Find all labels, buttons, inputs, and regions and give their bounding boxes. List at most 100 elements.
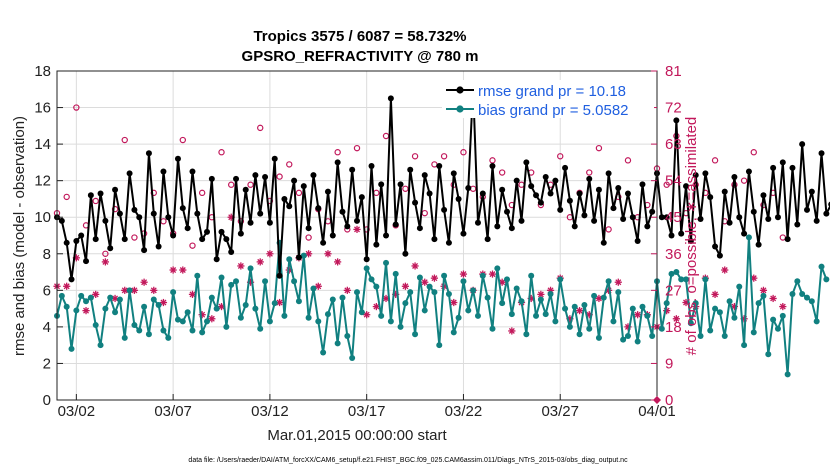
- bias-data-point: [155, 301, 162, 308]
- asterisk-stroke: [402, 283, 409, 290]
- rmse-data-point: [305, 225, 312, 232]
- bias-data-point: [586, 325, 593, 332]
- assimilated-obs-point: [101, 258, 109, 266]
- rmse-data-point: [823, 210, 830, 217]
- bias-data-point: [770, 316, 777, 323]
- bias-data-point: [624, 333, 631, 340]
- rmse-data-point: [445, 239, 452, 246]
- bias-data-point: [581, 301, 588, 308]
- bias-data-point: [189, 327, 196, 334]
- bias-data-point: [518, 298, 525, 305]
- y-tick-label-left: 14: [34, 136, 51, 153]
- legend-box: [442, 80, 654, 118]
- bias-data-point: [528, 272, 535, 279]
- rmse-data-point: [73, 237, 80, 244]
- rmse-data-point: [745, 168, 752, 175]
- bias-data-point: [262, 278, 269, 285]
- bias-data-point: [712, 305, 719, 312]
- rmse-data-point: [528, 183, 535, 190]
- rmse-data-point: [83, 258, 90, 265]
- y-tick-label-right: 81: [665, 63, 682, 80]
- bias-data-point: [218, 274, 225, 281]
- rmse-data-point: [334, 159, 341, 166]
- bias-data-point: [87, 294, 94, 301]
- bias-data-point: [504, 276, 510, 283]
- rmse-data-point: [383, 232, 390, 239]
- bias-data-point: [305, 314, 312, 321]
- x-axis-label: Mar.01,2015 00:00:00 start: [267, 427, 447, 444]
- rmse-data-point: [237, 230, 244, 237]
- rmse-data-point: [160, 168, 167, 175]
- rmse-data-point: [712, 243, 719, 250]
- rmse-data-point: [354, 217, 360, 224]
- x-tick-label: 03/22: [445, 403, 483, 420]
- rmse-data-point: [233, 175, 240, 182]
- rmse-data-point: [450, 170, 457, 177]
- bias-data-point: [552, 318, 559, 325]
- asterisk-stroke: [334, 258, 341, 265]
- possible-obs-point: [73, 104, 80, 111]
- asterisk-stroke: [189, 291, 196, 298]
- bias-data-point: [136, 327, 143, 334]
- rmse-data-point: [194, 210, 201, 217]
- bias-data-point: [470, 287, 477, 294]
- asterisk-stroke: [170, 267, 177, 274]
- legend-rmse-label: rmse grand pr = 10.18: [478, 83, 626, 100]
- asterisk-stroke: [257, 258, 264, 265]
- rmse-data-point: [373, 241, 380, 248]
- assimilated-obs-point: [779, 302, 787, 311]
- assimilated-obs-point: [324, 250, 332, 258]
- bias-data-point: [431, 289, 438, 296]
- bias-data-point: [107, 294, 114, 301]
- y-axis-label-left: rmse and bias (model - observation): [11, 116, 28, 356]
- rmse-data-point: [170, 232, 177, 239]
- bias-data-point: [116, 296, 123, 303]
- possible-obs-point: [286, 161, 293, 168]
- bias-data-point: [373, 283, 380, 290]
- rmse-data-point: [707, 194, 714, 201]
- bias-data-point: [78, 292, 85, 299]
- rmse-data-point: [581, 212, 588, 219]
- rmse-data-point: [533, 192, 540, 199]
- rmse-data-point: [165, 214, 172, 221]
- rmse-data-point: [779, 159, 786, 166]
- rmse-data-point: [310, 172, 317, 179]
- bias-data-point: [315, 318, 322, 325]
- assimilated-obs-point: [672, 315, 680, 323]
- rmse-data-point: [412, 199, 419, 206]
- possible-obs-point: [276, 173, 283, 180]
- rmse-data-point: [508, 225, 515, 232]
- rmse-data-point: [610, 205, 617, 212]
- rmse-data-point: [281, 195, 288, 202]
- bias-data-point: [716, 309, 723, 316]
- rmse-data-point: [136, 214, 143, 221]
- bias-data-point: [436, 342, 443, 349]
- bias-data-point: [508, 311, 515, 318]
- asterisk-stroke: [673, 315, 680, 322]
- rmse-data-point: [145, 150, 152, 157]
- assimilated-obs-point: [169, 266, 177, 274]
- assimilated-obs-point: [769, 294, 777, 303]
- rmse-data-point: [262, 174, 269, 181]
- y-tick-label-right: 9: [665, 355, 673, 372]
- rmse-data-point: [624, 190, 631, 197]
- bias-data-point: [595, 334, 602, 341]
- asterisk-stroke: [266, 250, 273, 257]
- rmse-data-point: [591, 217, 598, 224]
- y-axis-label-right: # of obs: o=possible; ∗=assimilated: [683, 117, 700, 356]
- rmse-data-point: [189, 168, 196, 175]
- bias-data-point: [808, 298, 815, 305]
- possible-obs-point: [92, 197, 99, 205]
- asterisk-stroke: [421, 279, 428, 286]
- asterisk-stroke: [354, 226, 360, 233]
- bias-data-point: [721, 333, 728, 340]
- plot-area: [53, 84, 830, 378]
- bias-data-point: [145, 331, 152, 338]
- bias-data-point: [818, 263, 825, 270]
- assimilated-obs-point: [208, 315, 216, 323]
- bias-data-point: [629, 305, 636, 312]
- rmse-data-point: [499, 186, 506, 193]
- possible-obs-point: [586, 169, 593, 176]
- bias-data-point: [291, 278, 298, 285]
- rmse-data-point: [562, 164, 569, 171]
